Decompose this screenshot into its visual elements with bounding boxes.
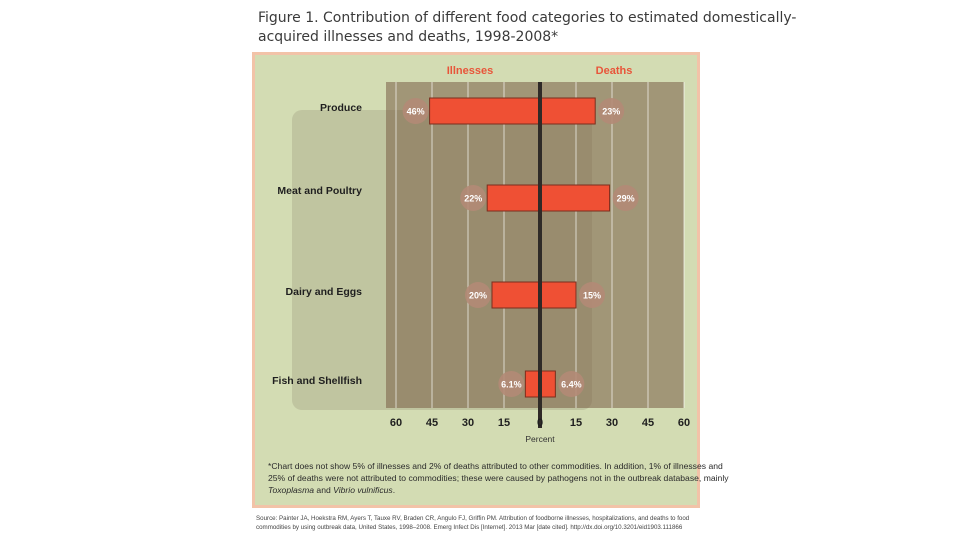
- bar-deaths-0: [539, 97, 596, 125]
- badge-illnesses-1: [460, 185, 487, 211]
- label-deaths-1: 29%: [617, 194, 635, 204]
- bar-deaths-3: [539, 370, 556, 398]
- label-deaths-3: 6.4%: [561, 380, 582, 390]
- bar-deaths-2: [539, 281, 577, 309]
- footnote-pathogen2: Vibrio vulnificus: [333, 485, 393, 495]
- tick-label-2: 30: [462, 417, 474, 429]
- label-deaths-0: 23%: [602, 107, 620, 117]
- tick-label-8: 60: [678, 417, 690, 429]
- tick-label-5: 15: [570, 417, 582, 429]
- category-label-2: Dairy and Eggs: [286, 286, 363, 298]
- badge-deaths-2: [579, 282, 605, 308]
- footnote-pathogen1: Toxoplasma: [268, 485, 315, 495]
- source-citation: Source: Painter JA, Hoekstra RM, Ayers T…: [256, 514, 696, 538]
- bar-deaths-1: [539, 184, 611, 212]
- chart-footnote: *Chart does not show 5% of illnesses and…: [268, 460, 729, 496]
- tick-label-0: 60: [390, 417, 402, 429]
- figure-title-line1: Figure 1. Contribution of different food…: [258, 10, 797, 26]
- footnote-line3: Toxoplasma and Vibrio vulnificus.: [268, 484, 688, 496]
- category-label-0: Produce: [320, 102, 362, 114]
- bar-illnesses-3: [524, 370, 541, 398]
- source-line1: Source: Painter JA, Hoekstra RM, Ayers T…: [256, 515, 690, 522]
- header-deaths: Deaths: [596, 65, 633, 77]
- label-illnesses-0: 46%: [407, 107, 425, 117]
- tick-label-6: 30: [606, 417, 618, 429]
- figure-title: Figure 1. Contribution of different food…: [258, 9, 797, 47]
- badge-deaths-1: [612, 185, 639, 211]
- category-label-1: Meat and Poultry: [277, 185, 362, 197]
- tick-label-3: 15: [498, 417, 510, 429]
- bar-illnesses-2: [491, 281, 541, 309]
- footnote-line1: *Chart does not show 5% of illnesses and…: [268, 461, 723, 471]
- label-illnesses-1: 22%: [464, 194, 482, 204]
- bar-illnesses-1: [486, 184, 541, 212]
- tick-label-7: 45: [642, 417, 654, 429]
- footnote-period: .: [392, 485, 396, 495]
- badge-illnesses-0: [402, 98, 429, 124]
- label-illnesses-3: 6.1%: [501, 380, 522, 390]
- header-illnesses: Illnesses: [447, 65, 493, 77]
- category-label-3: Fish and Shellfish: [272, 375, 362, 387]
- tick-label-1: 45: [426, 417, 438, 429]
- footnote-line2: 25% of deaths were not attributed to com…: [268, 473, 729, 483]
- tick-label-4: 0: [537, 417, 543, 429]
- badge-deaths-3: [558, 371, 585, 397]
- plot-area: [386, 82, 684, 408]
- footnote-and: and: [314, 485, 334, 495]
- label-illnesses-2: 20%: [469, 291, 487, 301]
- bar-illnesses-0: [429, 97, 541, 125]
- badge-illnesses-3: [498, 371, 525, 397]
- x-axis-title: Percent: [525, 434, 555, 444]
- badge-illnesses-2: [465, 282, 491, 308]
- figure-title-line2: acquired illnesses and deaths, 1998-2008…: [258, 29, 559, 45]
- badge-deaths-0: [598, 98, 625, 124]
- source-line2: commodities by using outbreak data, Unit…: [256, 524, 683, 531]
- label-deaths-2: 15%: [583, 291, 601, 301]
